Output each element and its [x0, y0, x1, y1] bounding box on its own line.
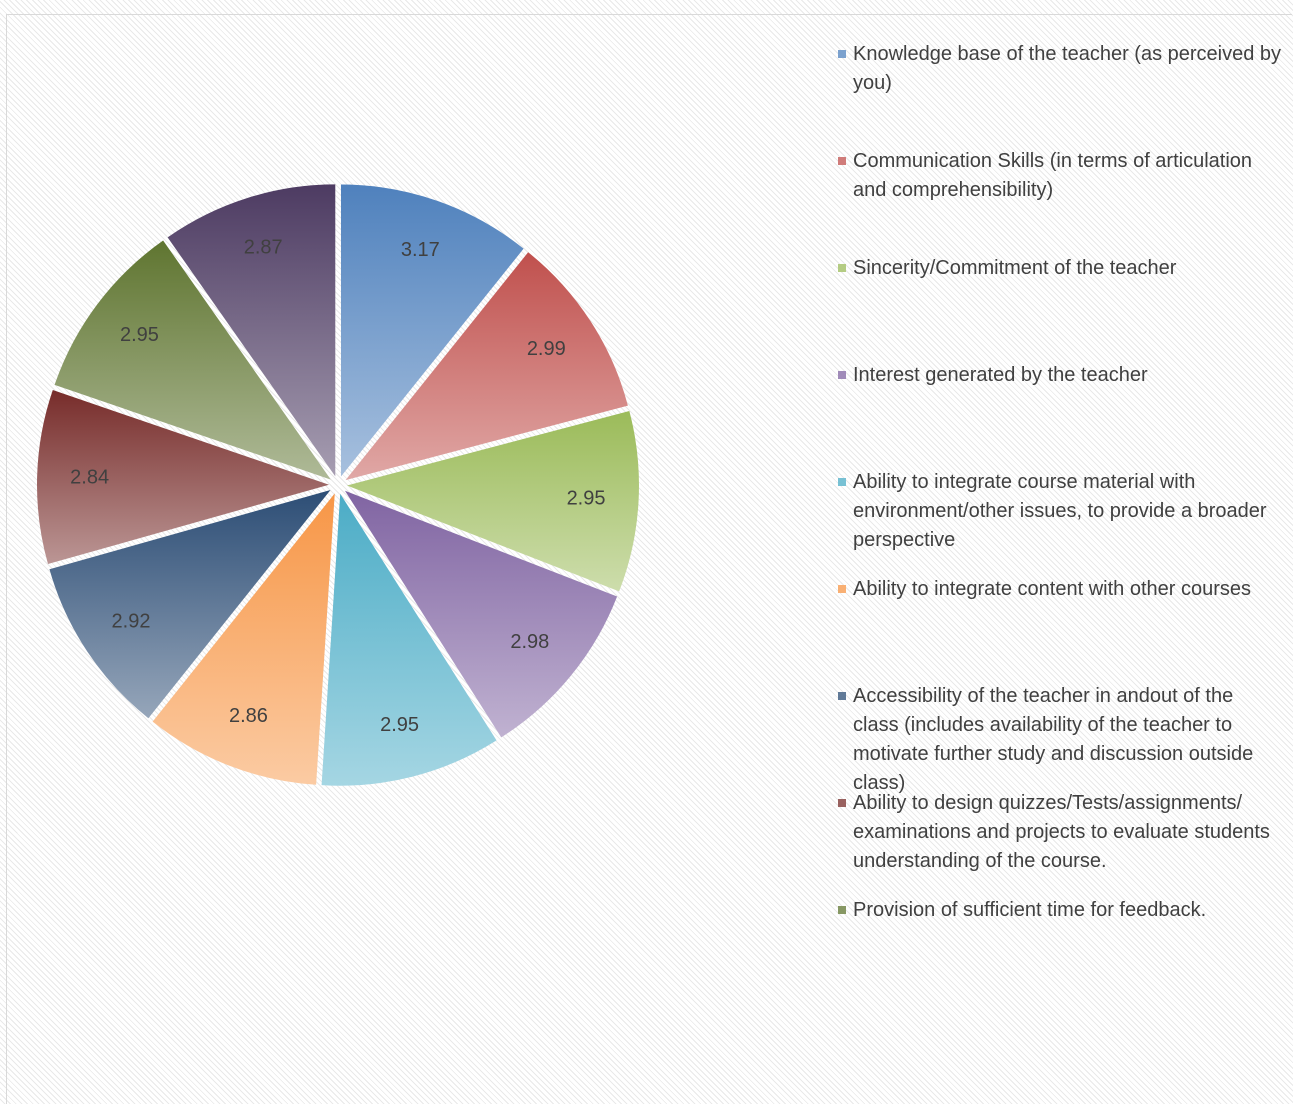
legend-label: Ability to integrate content with other …	[853, 578, 1251, 600]
legend-swatch	[838, 264, 846, 272]
legend-label: Accessibility of the teacher in andout o…	[853, 685, 1254, 794]
legend-label: Sincerity/Commitment of the teacher	[853, 257, 1177, 279]
legend-swatch	[838, 906, 846, 914]
legend-item: Ability to design quizzes/Tests/assignme…	[838, 789, 1283, 876]
pie-slice	[37, 390, 330, 565]
pie-plot: 3.17 2.99 2.95 2.98 2.95 2.86 2.92 2.84 2.95 2.87	[37, 184, 639, 786]
data-label: 3.17	[401, 239, 440, 261]
legend-item: Provision of sufficient time for feedbac…	[838, 896, 1283, 925]
data-label: 2.87	[244, 236, 283, 258]
data-label: 2.86	[229, 705, 268, 727]
pie-slice	[152, 493, 335, 785]
data-label: 2.84	[70, 466, 109, 488]
legend-swatch	[838, 50, 846, 58]
legend-label: Ability to design quizzes/Tests/assignme…	[853, 792, 1270, 872]
legend-label: Provision of sufficient time for feedbac…	[853, 899, 1207, 921]
legend-item: Sincerity/Commitment of the teacher	[838, 254, 1283, 283]
data-label: 2.92	[112, 611, 151, 633]
legend-swatch	[838, 371, 846, 379]
legend-swatch	[838, 692, 846, 700]
legend-item: Interest generated by the teacher	[838, 361, 1283, 390]
data-label: 2.95	[380, 714, 419, 736]
pie-slice	[346, 411, 639, 592]
legend-label: Knowledge base of the teacher (as percei…	[853, 43, 1282, 94]
legend-item: Communication Skills (in terms of articu…	[838, 147, 1283, 205]
chart-area	[6, 14, 1292, 1104]
legend-item: Knowledge base of the teacher (as percei…	[838, 40, 1283, 98]
pie-slice	[167, 184, 336, 477]
legend-item: Ability to integrate course material wit…	[838, 468, 1283, 555]
legend-item: Accessibility of the teacher in andout o…	[838, 682, 1283, 798]
data-label: 2.95	[120, 324, 159, 346]
legend-swatch	[838, 585, 846, 593]
legend-item: Ability to integrate content with other …	[838, 575, 1283, 604]
legend-swatch	[838, 478, 846, 486]
pie-slice	[321, 493, 497, 786]
pie-slice	[49, 489, 331, 719]
pie-slice	[344, 490, 618, 738]
legend-label: Ability to integrate course material wit…	[853, 471, 1267, 551]
data-label: 2.99	[527, 338, 566, 360]
legend-label: Interest generated by the teacher	[853, 364, 1148, 386]
pie-slice	[340, 184, 524, 477]
data-label: 2.98	[510, 631, 549, 653]
data-label: 2.95	[567, 487, 606, 509]
legend-label: Communication Skills (in terms of articu…	[853, 150, 1253, 201]
legend-swatch	[838, 157, 846, 165]
pie-slice	[345, 252, 628, 481]
legend-swatch	[838, 799, 846, 807]
pie-slice	[54, 240, 331, 480]
